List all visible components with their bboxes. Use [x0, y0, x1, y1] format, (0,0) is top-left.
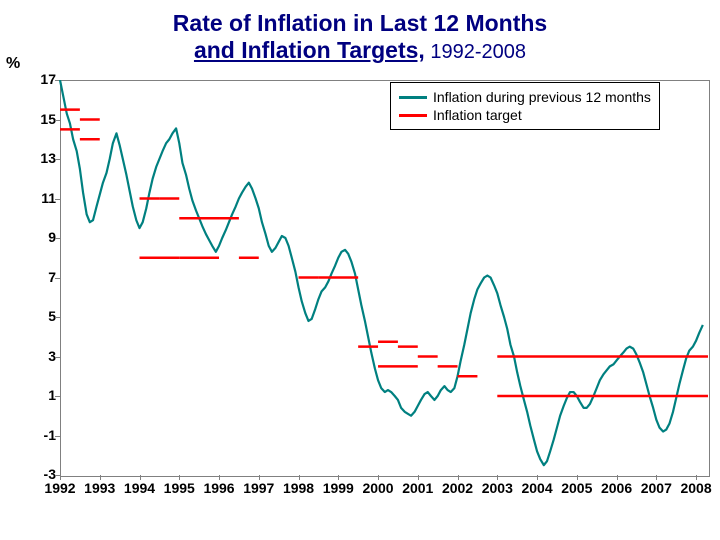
legend-inflation-swatch: [399, 96, 427, 99]
legend: Inflation during previous 12 months Infla…: [390, 82, 660, 130]
x-tick-label: 2007: [641, 480, 672, 496]
x-tick-label: 2008: [680, 480, 711, 496]
x-tick-label: 1995: [164, 480, 195, 496]
chart-title-line2: and Inflation Targets, 1992-2008: [0, 37, 720, 64]
x-tick-label: 2006: [601, 480, 632, 496]
x-tick-label: 1999: [323, 480, 354, 496]
x-tick-label: 1998: [283, 480, 314, 496]
x-tick-label: 1992: [44, 480, 75, 496]
x-tick-label: 1996: [203, 480, 234, 496]
inflation-line: [60, 80, 703, 465]
legend-target-swatch: [399, 114, 427, 117]
legend-target: Inflation target: [399, 107, 651, 123]
chart-title-line2b: 1992-2008: [425, 41, 526, 63]
x-tick-label: 2001: [402, 480, 433, 496]
legend-inflation-label: Inflation during previous 12 months: [433, 89, 651, 105]
chart-area: 1715131197531-1-319921993199419951996199…: [30, 80, 708, 495]
x-tick-label: 2002: [442, 480, 473, 496]
chart-svg: [30, 80, 710, 477]
x-tick-label: 1994: [124, 480, 155, 496]
x-tick-label: 1997: [243, 480, 274, 496]
x-tick-label: 2005: [561, 480, 592, 496]
y-axis-label: %: [6, 55, 20, 73]
x-tick-label: 1993: [84, 480, 115, 496]
chart-title-line2a: and Inflation Targets,: [194, 37, 425, 63]
legend-target-label: Inflation target: [433, 107, 522, 123]
x-tick-label: 2000: [362, 480, 393, 496]
x-tick-label: 2004: [521, 480, 552, 496]
chart-title-line1: Rate of Inflation in Last 12 Months: [0, 10, 720, 37]
chart-title-block: Rate of Inflation in Last 12 Months and …: [0, 0, 720, 64]
legend-inflation: Inflation during previous 12 months: [399, 89, 651, 105]
x-tick-label: 2003: [482, 480, 513, 496]
